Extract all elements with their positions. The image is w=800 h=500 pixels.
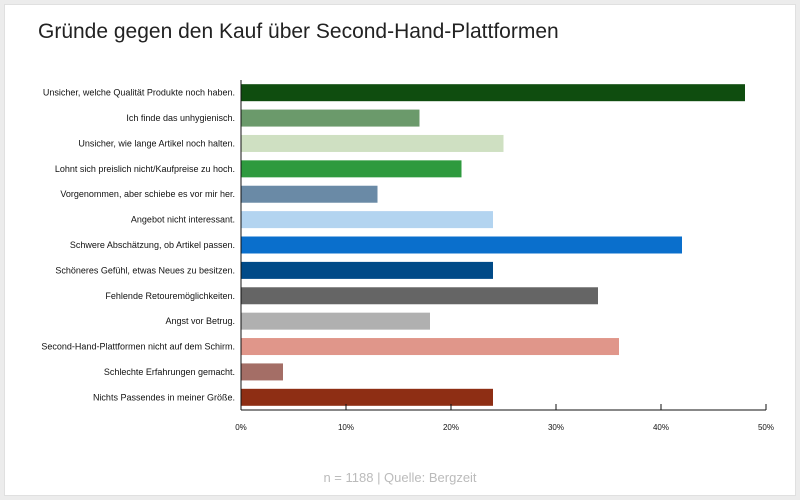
category-label: Nichts Passendes in meiner Größe.: [93, 392, 235, 402]
category-label: Schwere Abschätzung, ob Artikel passen.: [70, 240, 235, 250]
bar: [241, 388, 493, 406]
bar: [241, 312, 430, 330]
bar: [241, 211, 493, 229]
category-label: Angst vor Betrug.: [165, 316, 235, 326]
bar: [241, 109, 420, 127]
bar: [241, 160, 462, 178]
chart-title: Gründe gegen den Kauf über Second-Hand-P…: [38, 20, 559, 43]
bar: [241, 261, 493, 279]
bar: [241, 236, 682, 254]
category-label: Angebot nicht interessant.: [131, 215, 235, 225]
category-label: Vorgenommen, aber schiebe es vor mir her…: [60, 189, 235, 199]
x-tick-label: 50%: [758, 423, 774, 432]
bar: [241, 363, 283, 381]
source-note: n = 1188 | Quelle: Bergzeit: [323, 470, 477, 485]
category-label: Unsicher, wie lange Artikel noch halten.: [78, 138, 235, 148]
x-tick-label: 0%: [235, 423, 247, 432]
bar: [241, 134, 504, 152]
category-label: Ich finde das unhygienisch.: [126, 113, 235, 123]
x-tick-label: 30%: [548, 423, 564, 432]
bar: [241, 338, 619, 356]
bar: [241, 287, 598, 305]
category-label: Schöneres Gefühl, etwas Neues zu besitze…: [55, 265, 235, 275]
x-tick-label: 20%: [443, 423, 459, 432]
category-label: Schlechte Erfahrungen gemacht.: [104, 367, 235, 377]
category-label: Second-Hand-Plattformen nicht auf dem Sc…: [41, 342, 235, 352]
category-label: Lohnt sich preislich nicht/Kaufpreise zu…: [55, 164, 235, 174]
category-label: Fehlende Retouremöglichkeiten.: [105, 291, 235, 301]
bar: [241, 84, 745, 102]
x-tick-label: 40%: [653, 423, 669, 432]
bar: [241, 185, 378, 203]
category-label: Unsicher, welche Qualität Produkte noch …: [43, 88, 235, 98]
x-tick-label: 10%: [338, 423, 354, 432]
